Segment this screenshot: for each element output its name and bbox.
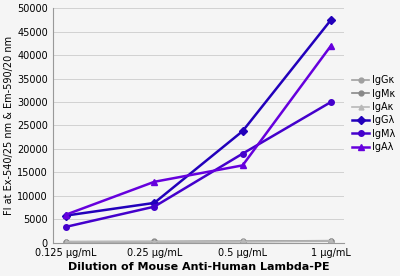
Line: IgMλ: IgMλ xyxy=(63,99,334,230)
IgGκ xyxy=(240,240,245,243)
IgMκ xyxy=(328,239,333,242)
IgAκ xyxy=(152,240,157,243)
Line: IgGκ: IgGκ xyxy=(64,239,333,244)
IgMκ xyxy=(240,240,245,243)
Line: IgMκ: IgMκ xyxy=(64,238,333,244)
IgMλ xyxy=(328,100,333,104)
IgMλ xyxy=(64,225,68,229)
IgMκ xyxy=(152,240,157,243)
Line: IgGλ: IgGλ xyxy=(63,17,334,218)
Y-axis label: FI at Ex-540/25 nm & Em-590/20 nm: FI at Ex-540/25 nm & Em-590/20 nm xyxy=(4,36,14,215)
IgGλ xyxy=(64,214,68,217)
IgAλ xyxy=(64,213,68,216)
X-axis label: Dilution of Mouse Anti-Human Lambda-PE: Dilution of Mouse Anti-Human Lambda-PE xyxy=(68,262,329,272)
IgAλ xyxy=(328,44,333,47)
IgGλ xyxy=(328,18,333,22)
IgMλ xyxy=(152,205,157,208)
IgMκ xyxy=(64,240,68,243)
IgAκ xyxy=(328,239,333,243)
IgAλ xyxy=(152,180,157,184)
IgAλ xyxy=(240,164,245,167)
IgMλ xyxy=(240,152,245,155)
IgGλ xyxy=(152,201,157,205)
IgGκ xyxy=(152,240,157,243)
Line: IgAκ: IgAκ xyxy=(64,238,333,244)
Line: IgAλ: IgAλ xyxy=(63,43,334,217)
IgAκ xyxy=(64,240,68,243)
IgGλ xyxy=(240,129,245,133)
IgGκ xyxy=(328,240,333,243)
IgGκ xyxy=(64,240,68,243)
IgAκ xyxy=(240,240,245,243)
Legend: IgGκ, IgMκ, IgAκ, IgGλ, IgMλ, IgAλ: IgGκ, IgMκ, IgAκ, IgGλ, IgMλ, IgAλ xyxy=(352,75,396,152)
